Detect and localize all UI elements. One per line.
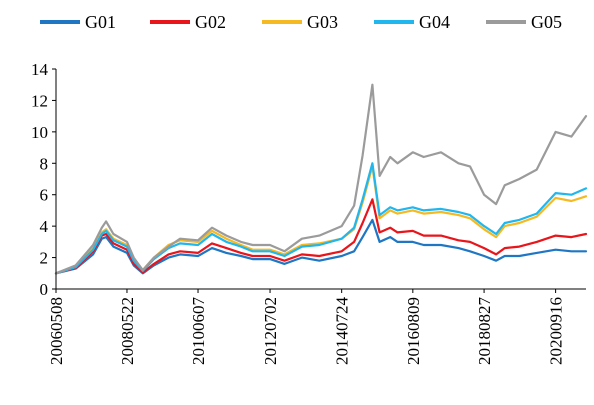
x-tick-label: 20180827 [475, 296, 494, 365]
y-tick-label: 8 [40, 154, 49, 173]
legend-label-g04: G04 [419, 12, 450, 32]
series-line-g02 [54, 198, 588, 275]
y-tick-label: 6 [40, 186, 49, 205]
y-tick-label: 2 [40, 249, 49, 268]
y-axis-ticks: 0 2 4 6 8 10 12 14 [31, 60, 56, 299]
x-tick-label: 20160809 [404, 297, 423, 365]
x-tick-label: 20100607 [189, 297, 208, 366]
y-tick-label: 12 [31, 91, 48, 110]
legend-label-g02: G02 [195, 12, 226, 32]
legend-label-g01: G01 [85, 12, 116, 32]
legend: G01 G02 G03 G04 G05 [40, 12, 562, 32]
y-tick-label: 4 [40, 217, 49, 236]
series-lines [54, 83, 588, 275]
x-tick-label: 20140724 [333, 297, 352, 366]
y-tick-label: 14 [31, 60, 49, 79]
y-tick-label: 0 [40, 280, 49, 299]
x-tick-label: 20060508 [47, 297, 66, 365]
y-tick-label: 10 [31, 123, 48, 142]
x-tick-label: 20200916 [547, 297, 566, 365]
series-line-g05 [54, 83, 588, 275]
legend-label-g05: G05 [531, 12, 562, 32]
series-line-g04 [54, 162, 588, 275]
series-line-g03 [54, 165, 588, 275]
legend-label-g03: G03 [307, 12, 338, 32]
x-tick-label: 20120702 [261, 297, 280, 365]
x-tick-label: 20080522 [118, 297, 137, 365]
x-axis-ticks: 20060508 20080522 20100607 20120702 20140724… [47, 289, 566, 365]
